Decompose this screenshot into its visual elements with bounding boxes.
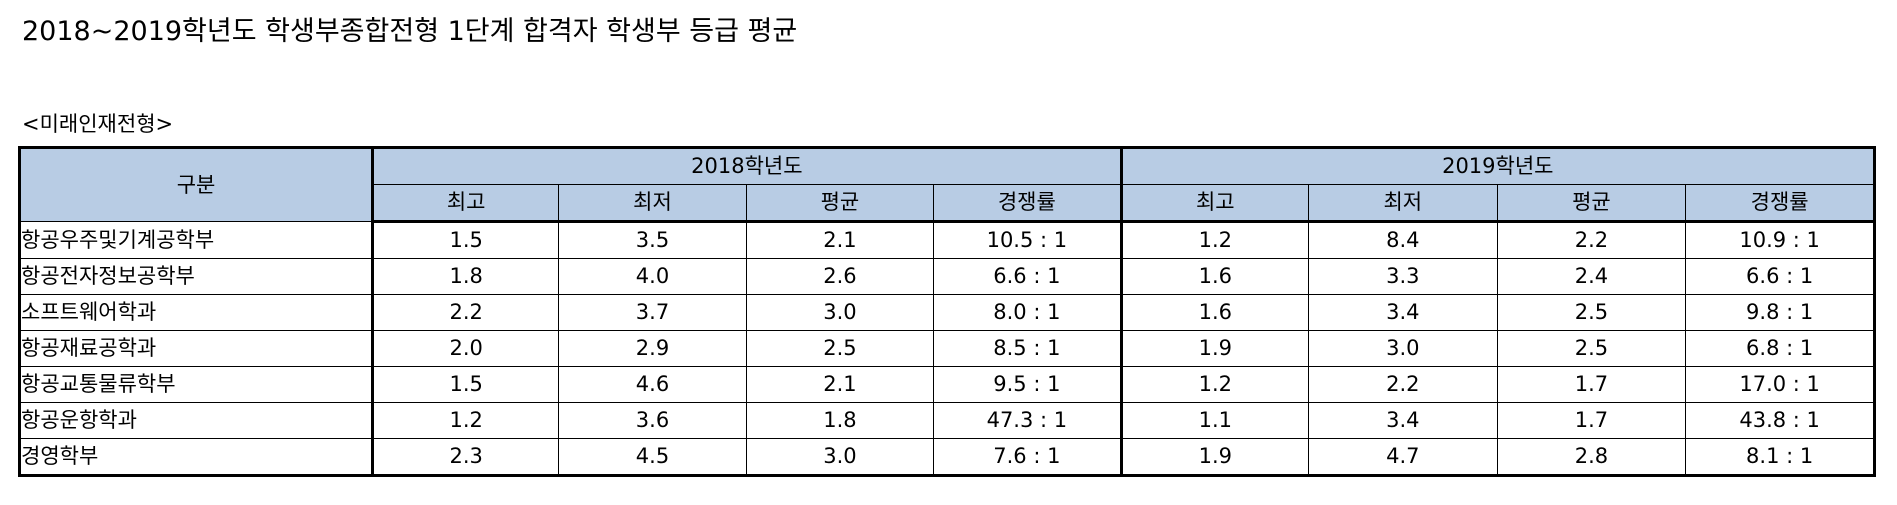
cell-max-2019: 1.2 [1119,221,1310,259]
cell-min-2018: 4.0 [558,258,747,295]
cell-ratio-2019: 10.9 : 1 [1685,221,1875,259]
cell-min-2018: 3.6 [558,402,747,439]
table-row: 항공우주및기계공학부 1.5 3.5 2.1 10.5 : 1 1.2 8.4 … [18,221,1875,259]
cell-max-2018: 2.0 [371,330,560,367]
cell-ratio-2019: 17.0 : 1 [1685,366,1875,403]
col-header-min-2018: 최저 [558,184,747,223]
cell-min-2019: 2.2 [1308,366,1498,403]
cell-min-2019: 8.4 [1308,221,1498,259]
cell-min-2019: 3.4 [1308,402,1498,439]
cell-max-2018: 1.8 [371,258,560,295]
col-header-max-2018: 최고 [371,184,560,223]
cell-max-2018: 1.2 [371,402,560,439]
cell-avg-2019: 2.8 [1496,438,1687,476]
cell-ratio-2019: 9.8 : 1 [1685,294,1875,331]
cell-max-2018: 2.3 [371,438,560,476]
table-row: 소프트웨어학과 2.2 3.7 3.0 8.0 : 1 1.6 3.4 2.5 … [18,294,1875,331]
cell-min-2019: 4.7 [1308,438,1498,476]
cell-min-2019: 3.0 [1308,330,1498,367]
col-header-min-2019: 최저 [1308,184,1498,223]
cell-min-2018: 3.5 [558,221,747,259]
cell-max-2019: 1.2 [1119,366,1310,403]
cell-min-2019: 3.4 [1308,294,1498,331]
cell-max-2018: 2.2 [371,294,560,331]
col-header-avg-2018: 평균 [745,184,935,223]
year-header-2019: 2019학년도 [1119,147,1876,185]
cell-avg-2019: 2.5 [1496,294,1687,331]
department-name: 경영학부 [18,438,374,476]
cell-ratio-2018: 6.6 : 1 [933,258,1122,295]
table-row: 경영학부 2.3 4.5 3.0 7.6 : 1 1.9 4.7 2.8 8.1… [18,438,1875,476]
header-row-years: 구분 2018학년도 2019학년도 [18,147,1876,222]
section-label: <미래인재전형> [22,112,174,136]
cell-avg-2019: 2.5 [1496,330,1687,367]
cell-ratio-2018: 10.5 : 1 [933,221,1122,259]
cell-ratio-2018: 9.5 : 1 [933,366,1122,403]
department-name: 항공재료공학과 [18,330,374,367]
cell-avg-2018: 3.0 [745,438,935,476]
department-name: 소프트웨어학과 [18,294,374,331]
cell-max-2018: 1.5 [371,221,560,259]
col-header-avg-2019: 평균 [1496,184,1687,223]
cell-ratio-2018: 7.6 : 1 [933,438,1122,476]
category-header: 구분 [18,147,374,222]
year-header-2018: 2018학년도 [371,147,1122,185]
grades-table: 구분 2018학년도 2019학년도 최고 최저 평균 경쟁률 최고 최저 평균… [18,146,1876,477]
cell-max-2019: 1.6 [1119,294,1310,331]
cell-ratio-2019: 6.6 : 1 [1685,258,1875,295]
cell-avg-2019: 1.7 [1496,366,1687,403]
cell-avg-2019: 2.4 [1496,258,1687,295]
department-name: 항공교통물류학부 [18,366,374,403]
cell-avg-2018: 2.6 [745,258,935,295]
department-name: 항공우주및기계공학부 [18,221,374,259]
cell-min-2018: 4.6 [558,366,747,403]
cell-avg-2018: 1.8 [745,402,935,439]
cell-avg-2019: 2.2 [1496,221,1687,259]
department-name: 항공전자정보공학부 [18,258,374,295]
page-title: 2018~2019학년도 학생부종합전형 1단계 합격자 학생부 등급 평균 [22,16,798,47]
cell-avg-2018: 3.0 [745,294,935,331]
cell-max-2019: 1.1 [1119,402,1310,439]
table-row: 항공교통물류학부 1.5 4.6 2.1 9.5 : 1 1.2 2.2 1.7… [18,366,1875,403]
table-row: 항공전자정보공학부 1.8 4.0 2.6 6.6 : 1 1.6 3.3 2.… [18,258,1875,295]
cell-avg-2018: 2.1 [745,221,935,259]
cell-min-2019: 3.3 [1308,258,1498,295]
cell-ratio-2018: 8.0 : 1 [933,294,1122,331]
cell-avg-2018: 2.5 [745,330,935,367]
col-header-max-2019: 최고 [1119,184,1310,223]
cell-avg-2019: 1.7 [1496,402,1687,439]
cell-max-2019: 1.6 [1119,258,1310,295]
department-name: 항공운항학과 [18,402,374,439]
cell-max-2018: 1.5 [371,366,560,403]
cell-max-2019: 1.9 [1119,330,1310,367]
col-header-ratio-2019: 경쟁률 [1685,184,1875,223]
cell-avg-2018: 2.1 [745,366,935,403]
cell-min-2018: 2.9 [558,330,747,367]
header-row-columns: 최고 최저 평균 경쟁률 최고 최저 평균 경쟁률 [20,184,1875,223]
cell-max-2019: 1.9 [1119,438,1310,476]
cell-ratio-2019: 43.8 : 1 [1685,402,1875,439]
table-row: 항공재료공학과 2.0 2.9 2.5 8.5 : 1 1.9 3.0 2.5 … [18,330,1875,367]
cell-ratio-2018: 47.3 : 1 [933,402,1122,439]
cell-ratio-2019: 8.1 : 1 [1685,438,1875,476]
cell-min-2018: 3.7 [558,294,747,331]
cell-ratio-2019: 6.8 : 1 [1685,330,1875,367]
table-row: 항공운항학과 1.2 3.6 1.8 47.3 : 1 1.1 3.4 1.7 … [18,402,1875,439]
cell-ratio-2018: 8.5 : 1 [933,330,1122,367]
col-header-ratio-2018: 경쟁률 [933,184,1122,223]
cell-min-2018: 4.5 [558,438,747,476]
